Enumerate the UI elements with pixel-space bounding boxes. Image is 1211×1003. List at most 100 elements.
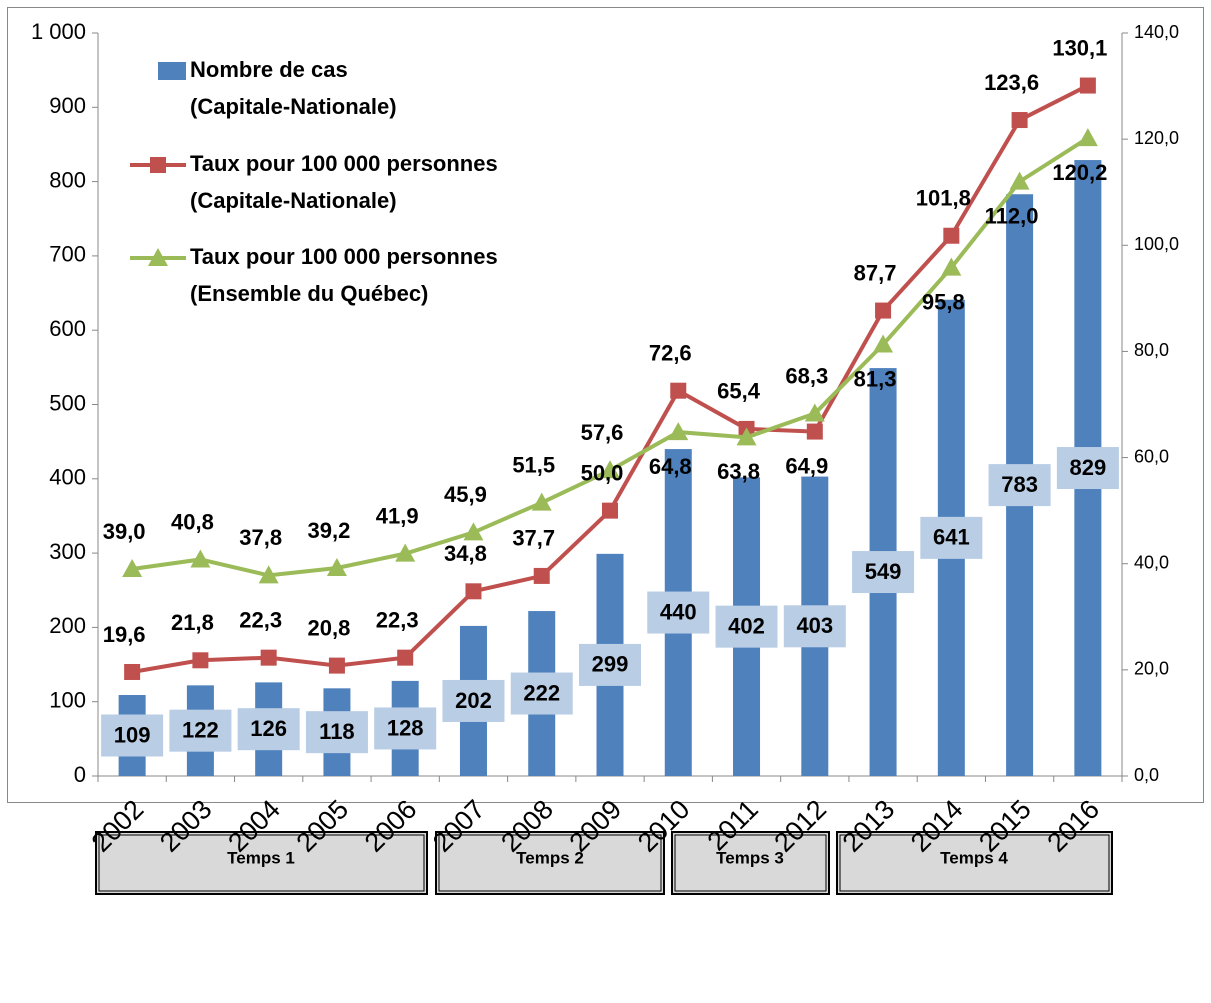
y2-tick-label: 40,0 bbox=[1134, 552, 1169, 572]
data-label: 126 bbox=[250, 716, 287, 741]
marker bbox=[873, 334, 894, 353]
marker bbox=[943, 227, 960, 244]
data-label: 34,8 bbox=[444, 541, 487, 566]
y2-tick-label: 80,0 bbox=[1134, 340, 1169, 360]
marker bbox=[260, 649, 277, 666]
data-label-box bbox=[169, 709, 232, 752]
data-label: 101,8 bbox=[916, 186, 971, 211]
data-label-box bbox=[442, 679, 505, 722]
marker bbox=[190, 549, 211, 568]
y2-tick-label: 120,0 bbox=[1134, 128, 1179, 148]
marker bbox=[804, 403, 825, 422]
marker bbox=[533, 567, 550, 584]
marker bbox=[602, 502, 618, 519]
data-label: 45,9 bbox=[444, 482, 487, 507]
data-label: 122 bbox=[182, 717, 219, 742]
marker bbox=[124, 663, 141, 680]
marker bbox=[328, 657, 345, 674]
phase-box-inner bbox=[674, 834, 827, 892]
data-label: 57,6 bbox=[581, 420, 624, 445]
data-label: 402 bbox=[728, 613, 765, 638]
y-tick-label: 900 bbox=[49, 93, 86, 118]
phase-label: Temps 3 bbox=[716, 848, 784, 867]
data-label-box bbox=[237, 708, 300, 751]
data-label-box bbox=[647, 591, 710, 634]
marker bbox=[122, 559, 143, 578]
data-label-box bbox=[920, 516, 983, 559]
y-tick-label: 1 000 bbox=[31, 19, 86, 44]
legend-marker bbox=[150, 157, 166, 173]
data-label: 120,2 bbox=[1052, 160, 1107, 185]
y-tick-label: 500 bbox=[49, 390, 86, 415]
data-label: 641 bbox=[933, 525, 970, 550]
phase-box-inner bbox=[98, 834, 425, 892]
data-label: 109 bbox=[114, 722, 151, 747]
marker bbox=[258, 565, 279, 584]
y-tick-label: 0 bbox=[74, 762, 86, 787]
y2-tick-label: 60,0 bbox=[1134, 446, 1169, 466]
data-label: 41,9 bbox=[376, 503, 419, 528]
marker bbox=[463, 522, 484, 541]
data-label: 39,2 bbox=[308, 518, 351, 543]
legend-label: Taux pour 100 000 personnes (Capitale-Na… bbox=[190, 151, 504, 213]
data-label: 21,8 bbox=[171, 610, 214, 635]
data-label: 72,6 bbox=[649, 341, 692, 366]
data-label: 202 bbox=[455, 688, 492, 713]
data-label: 68,3 bbox=[785, 363, 828, 388]
data-label: 65,4 bbox=[717, 379, 761, 404]
phase-box-inner bbox=[839, 834, 1110, 892]
y-tick-label: 800 bbox=[49, 167, 86, 192]
phase-box bbox=[95, 831, 428, 895]
data-label: 51,5 bbox=[512, 452, 555, 477]
data-label: 440 bbox=[660, 599, 697, 624]
marker bbox=[1077, 128, 1098, 147]
y-tick-label: 100 bbox=[49, 688, 86, 713]
phase-label: Temps 2 bbox=[516, 848, 584, 867]
marker bbox=[736, 427, 757, 446]
data-label: 123,6 bbox=[984, 70, 1039, 95]
data-label: 87,7 bbox=[854, 260, 897, 285]
data-label: 299 bbox=[592, 652, 629, 677]
data-label: 50,0 bbox=[581, 460, 624, 485]
y-tick-label: 300 bbox=[49, 539, 86, 564]
y2-tick-label: 100,0 bbox=[1134, 234, 1179, 254]
marker bbox=[465, 583, 482, 600]
data-label: 403 bbox=[796, 613, 833, 638]
phase-label: Temps 1 bbox=[227, 848, 295, 867]
marker bbox=[192, 652, 209, 669]
legend-label: Nombre de cas (Capitale-Nationale) bbox=[190, 57, 397, 119]
phase-box bbox=[671, 831, 830, 895]
data-label-box bbox=[715, 605, 778, 648]
data-label-box bbox=[852, 551, 915, 594]
data-label: 783 bbox=[1001, 472, 1038, 497]
marker bbox=[397, 649, 414, 666]
marker bbox=[875, 302, 892, 319]
data-label-box bbox=[783, 605, 846, 648]
marker bbox=[1009, 171, 1030, 190]
data-label: 63,8 bbox=[717, 459, 760, 484]
data-label: 40,8 bbox=[171, 509, 214, 534]
marker bbox=[941, 257, 962, 276]
data-label: 22,3 bbox=[376, 607, 419, 632]
data-label: 81,3 bbox=[854, 366, 897, 391]
y2-tick-label: 20,0 bbox=[1134, 659, 1169, 679]
marker bbox=[668, 422, 689, 441]
data-label: 20,8 bbox=[308, 615, 351, 640]
legend-swatch bbox=[158, 62, 186, 80]
phase-box bbox=[435, 831, 665, 895]
legend-marker bbox=[148, 248, 168, 266]
legend-label: Taux pour 100 000 personnes (Ensemble du… bbox=[190, 244, 504, 306]
data-label-box bbox=[305, 711, 368, 754]
data-label-box bbox=[510, 672, 573, 715]
y2-tick-label: 0,0 bbox=[1134, 765, 1159, 785]
marker bbox=[1011, 112, 1028, 129]
data-label: 37,8 bbox=[239, 525, 282, 550]
timeline: Temps 1 Temps 2 Temps 3 Temps 4 bbox=[95, 831, 1113, 895]
marker bbox=[806, 423, 823, 440]
data-label: 64,9 bbox=[785, 453, 828, 478]
data-label: 22,3 bbox=[239, 607, 282, 632]
marker bbox=[395, 543, 416, 562]
data-label-box bbox=[374, 707, 437, 750]
data-label: 118 bbox=[319, 719, 355, 744]
marker bbox=[531, 492, 552, 511]
